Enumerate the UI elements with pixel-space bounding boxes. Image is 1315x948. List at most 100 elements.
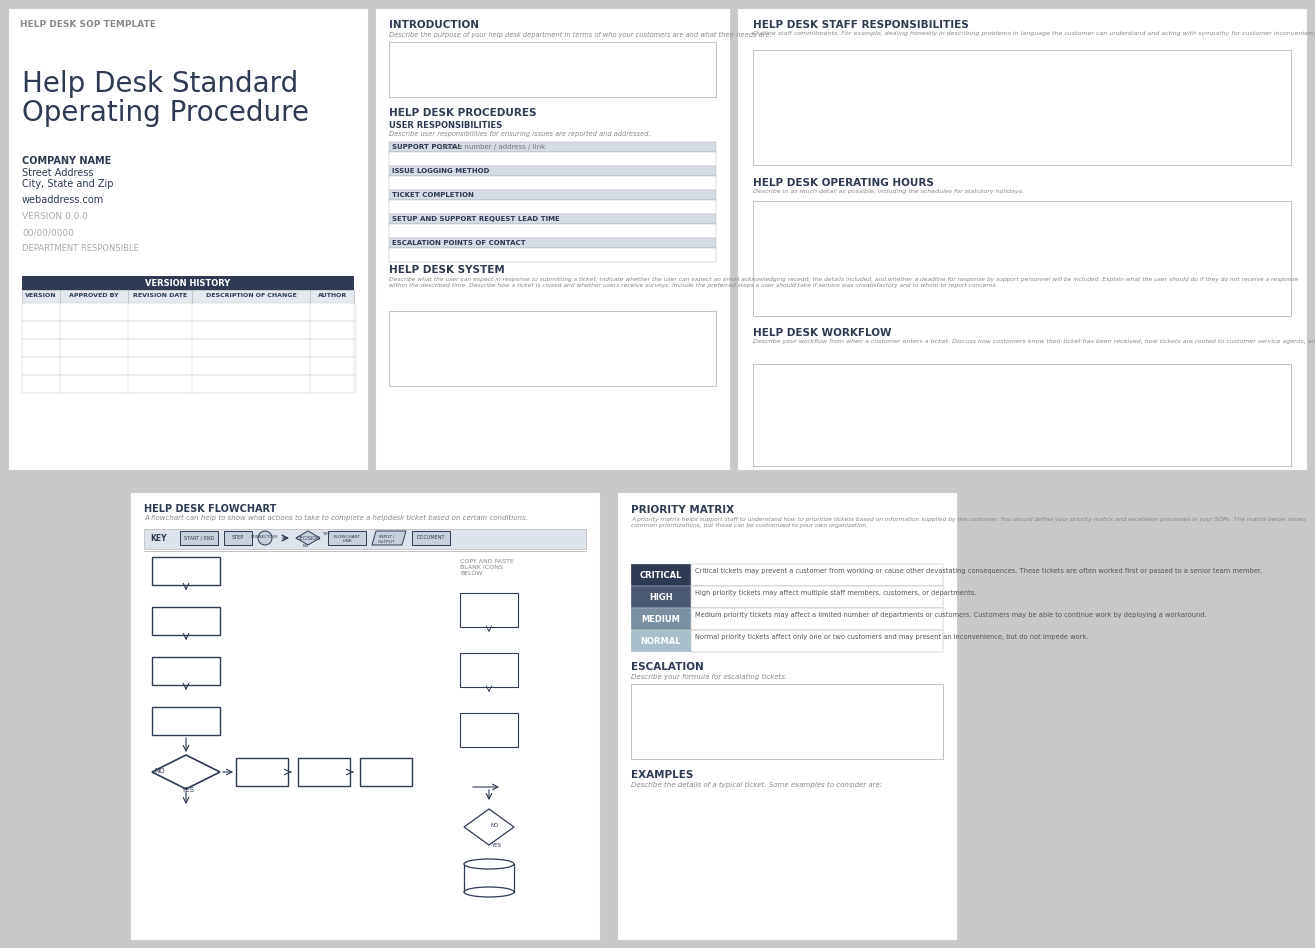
FancyBboxPatch shape: [22, 276, 354, 290]
FancyBboxPatch shape: [8, 8, 368, 470]
Text: Describe the purpose of your help desk department in terms of who your customers: Describe the purpose of your help desk d…: [389, 32, 772, 38]
FancyBboxPatch shape: [690, 564, 943, 586]
Text: KEY: KEY: [150, 534, 167, 543]
FancyBboxPatch shape: [22, 375, 354, 393]
FancyBboxPatch shape: [412, 531, 450, 545]
Text: Describe in as much detail as possible, including the schedules for statutory ho: Describe in as much detail as possible, …: [753, 189, 1024, 194]
Text: USER RESPONSIBILITIES: USER RESPONSIBILITIES: [389, 121, 502, 130]
Text: Critical tickets may prevent a customer from working or cause other devastating : Critical tickets may prevent a customer …: [696, 568, 1262, 574]
FancyBboxPatch shape: [617, 492, 957, 940]
Text: INTRODUCTION: INTRODUCTION: [389, 20, 479, 30]
FancyBboxPatch shape: [389, 166, 715, 176]
Text: HELP DESK SOP TEMPLATE: HELP DESK SOP TEMPLATE: [20, 20, 156, 29]
Text: VERSION HISTORY: VERSION HISTORY: [146, 280, 230, 288]
FancyBboxPatch shape: [375, 8, 730, 470]
Text: DOCUMENT: DOCUMENT: [417, 535, 446, 540]
Text: HELP DESK FLOWCHART: HELP DESK FLOWCHART: [145, 504, 276, 514]
FancyBboxPatch shape: [224, 531, 252, 545]
Text: VERSION: VERSION: [25, 293, 57, 298]
FancyBboxPatch shape: [235, 758, 288, 786]
Text: HELP DESK OPERATING HOURS: HELP DESK OPERATING HOURS: [753, 178, 934, 188]
FancyBboxPatch shape: [631, 684, 943, 759]
FancyBboxPatch shape: [22, 357, 354, 375]
FancyBboxPatch shape: [389, 200, 715, 214]
Text: START / END: START / END: [184, 535, 214, 540]
FancyBboxPatch shape: [145, 529, 586, 549]
Text: PRIORITY MATRIX: PRIORITY MATRIX: [631, 505, 734, 515]
FancyBboxPatch shape: [389, 176, 715, 190]
FancyBboxPatch shape: [327, 531, 366, 545]
Text: DECISION: DECISION: [296, 536, 320, 540]
FancyBboxPatch shape: [389, 224, 715, 238]
FancyBboxPatch shape: [460, 593, 518, 627]
Text: NO: NO: [154, 768, 164, 774]
Text: A flowchart can help to show what actions to take to complete a helpdesk ticket : A flowchart can help to show what action…: [145, 515, 527, 521]
Text: HELP DESK STAFF RESPONSIBILITIES: HELP DESK STAFF RESPONSIBILITIES: [753, 20, 969, 30]
FancyBboxPatch shape: [753, 201, 1291, 316]
Text: TICKET COMPLETION: TICKET COMPLETION: [392, 192, 473, 198]
Text: FLOWCHART
LINK: FLOWCHART LINK: [334, 535, 360, 543]
Text: Describe what the user can expect in response to submitting a ticket. Indicate w: Describe what the user can expect in res…: [389, 277, 1298, 288]
FancyBboxPatch shape: [460, 653, 518, 687]
Text: COPY AND PASTE
BLANK ICONS
BELOW: COPY AND PASTE BLANK ICONS BELOW: [460, 559, 514, 575]
Text: REVISION DATE: REVISION DATE: [133, 293, 187, 298]
Ellipse shape: [464, 859, 514, 869]
FancyBboxPatch shape: [389, 42, 715, 97]
FancyBboxPatch shape: [360, 758, 412, 786]
Text: phone number / address / link: phone number / address / link: [438, 144, 546, 150]
Text: DEPARTMENT RESPONSIBLE: DEPARTMENT RESPONSIBLE: [22, 244, 139, 253]
Text: MEDIUM: MEDIUM: [642, 614, 680, 624]
Text: DESCRIPTION OF CHANGE: DESCRIPTION OF CHANGE: [205, 293, 296, 298]
Text: YES: YES: [490, 843, 501, 848]
Text: Operating Procedure: Operating Procedure: [22, 99, 309, 127]
Text: Street Address: Street Address: [22, 168, 93, 178]
Text: APPROVED BY: APPROVED BY: [70, 293, 118, 298]
Text: INPUT /
OUTPUT: INPUT / OUTPUT: [379, 535, 396, 543]
Circle shape: [258, 531, 272, 545]
Text: SUPPORT PORTAL: SUPPORT PORTAL: [392, 144, 462, 150]
Text: ISSUE LOGGING METHOD: ISSUE LOGGING METHOD: [392, 168, 489, 174]
Text: HELP DESK SYSTEM: HELP DESK SYSTEM: [389, 265, 505, 275]
FancyBboxPatch shape: [153, 657, 220, 685]
Text: Normal priority tickets affect only one or two customers and may present an inco: Normal priority tickets affect only one …: [696, 634, 1089, 640]
FancyBboxPatch shape: [690, 630, 943, 652]
Text: Help Desk Standard: Help Desk Standard: [22, 70, 299, 98]
FancyBboxPatch shape: [153, 557, 220, 585]
Text: A priority matrix helps support staff to understand how to prioritize tickets ba: A priority matrix helps support staff to…: [631, 517, 1306, 528]
Text: Outline staff commitments. For example, dealing honestly in describing problems : Outline staff commitments. For example, …: [753, 31, 1315, 36]
Text: YES: YES: [181, 787, 195, 793]
FancyBboxPatch shape: [389, 214, 715, 224]
Text: Describe your formula for escalating tickets.: Describe your formula for escalating tic…: [631, 674, 788, 680]
Text: webaddress.com: webaddress.com: [22, 195, 104, 205]
FancyBboxPatch shape: [22, 303, 354, 321]
FancyBboxPatch shape: [389, 190, 715, 200]
FancyBboxPatch shape: [753, 364, 1291, 466]
FancyBboxPatch shape: [460, 713, 518, 747]
Polygon shape: [153, 755, 220, 789]
Text: Describe the details of a typical ticket. Some examples to consider are:: Describe the details of a typical ticket…: [631, 782, 882, 788]
Text: CONNECTORS: CONNECTORS: [251, 536, 279, 539]
Text: Describe user responsibilities for ensuring issues are reported and addressed.: Describe user responsibilities for ensur…: [389, 131, 651, 137]
FancyBboxPatch shape: [631, 608, 690, 630]
FancyBboxPatch shape: [690, 586, 943, 608]
Text: 00/00/0000: 00/00/0000: [22, 228, 74, 237]
FancyBboxPatch shape: [389, 152, 715, 166]
FancyBboxPatch shape: [22, 290, 354, 303]
FancyBboxPatch shape: [389, 248, 715, 262]
Polygon shape: [296, 531, 320, 545]
Text: ESCALATION POINTS OF CONTACT: ESCALATION POINTS OF CONTACT: [392, 240, 526, 246]
Text: NO: NO: [302, 544, 309, 548]
FancyBboxPatch shape: [130, 492, 600, 940]
FancyBboxPatch shape: [464, 864, 514, 892]
Text: VERSION 0.0.0: VERSION 0.0.0: [22, 212, 88, 221]
Text: ESCALATION: ESCALATION: [631, 662, 704, 672]
Text: EXAMPLES: EXAMPLES: [631, 770, 693, 780]
Text: YES: YES: [322, 532, 330, 536]
FancyBboxPatch shape: [153, 707, 220, 735]
FancyBboxPatch shape: [631, 564, 690, 586]
Polygon shape: [464, 809, 514, 845]
Text: Describe your workflow from when a customer enters a ticket. Discuss how custome: Describe your workflow from when a custo…: [753, 339, 1315, 344]
FancyBboxPatch shape: [299, 758, 350, 786]
FancyBboxPatch shape: [631, 630, 690, 652]
Text: SETUP AND SUPPORT REQUEST LEAD TIME: SETUP AND SUPPORT REQUEST LEAD TIME: [392, 216, 560, 222]
